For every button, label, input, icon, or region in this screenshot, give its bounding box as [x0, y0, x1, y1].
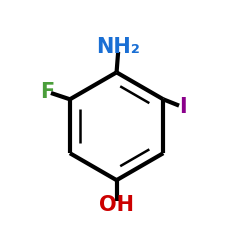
Text: I: I [179, 97, 186, 117]
Text: OH: OH [99, 195, 134, 215]
Text: NH₂: NH₂ [96, 37, 140, 57]
Text: F: F [40, 82, 54, 102]
